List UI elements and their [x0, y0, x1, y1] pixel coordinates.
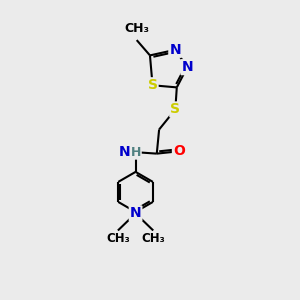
Text: CH₃: CH₃: [141, 232, 165, 245]
Text: O: O: [173, 144, 185, 158]
Text: N: N: [130, 206, 141, 220]
Text: CH₃: CH₃: [124, 22, 149, 35]
Text: S: S: [148, 78, 158, 92]
Text: CH₃: CH₃: [106, 232, 130, 245]
Text: N: N: [118, 145, 130, 159]
Text: H: H: [130, 146, 141, 159]
Text: S: S: [170, 103, 180, 116]
Text: N: N: [169, 43, 181, 57]
Text: N: N: [182, 60, 193, 74]
